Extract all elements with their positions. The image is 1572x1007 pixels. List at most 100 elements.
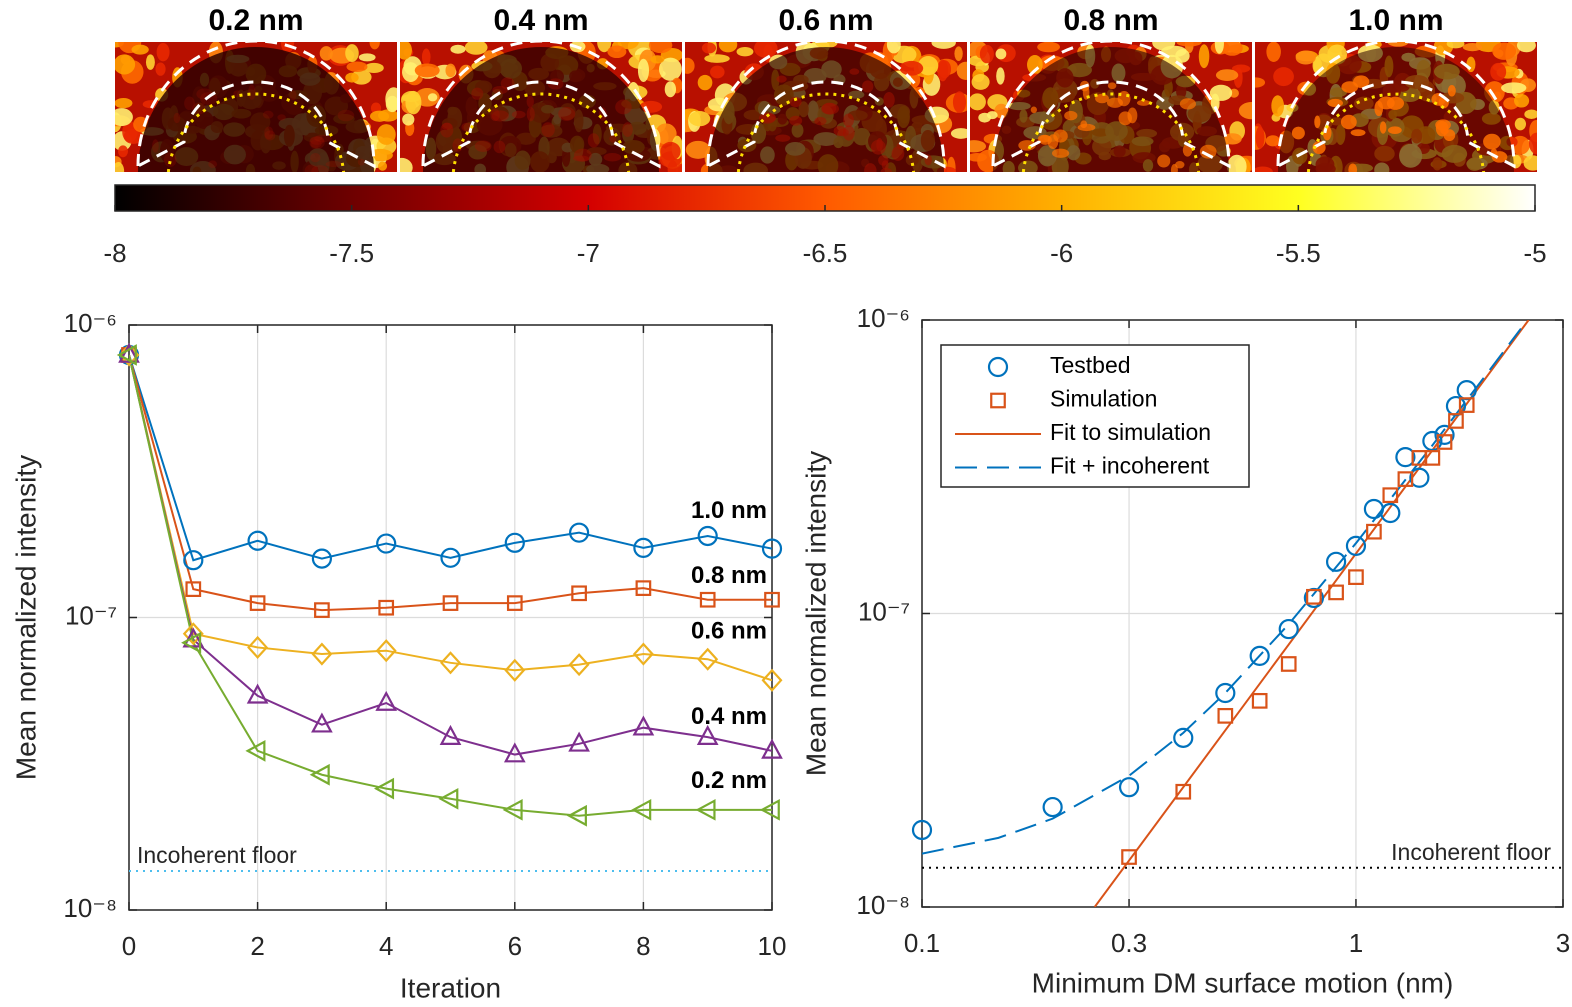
speckle [689, 111, 710, 126]
speckle [402, 94, 421, 102]
image-panel [675, 36, 975, 180]
y-tick-label: 10⁻⁷ [858, 596, 910, 626]
speckle [1256, 126, 1265, 149]
speckle [132, 45, 149, 55]
speckle [386, 96, 399, 112]
marker [1307, 590, 1321, 604]
colorbar-tick-label: -5.5 [1276, 238, 1321, 268]
speckle [638, 59, 649, 82]
speckle [1466, 57, 1475, 73]
speckle [754, 39, 778, 58]
speckle [263, 111, 274, 119]
speckle [1387, 97, 1404, 110]
colorbar-tick-label: -6.5 [803, 238, 848, 268]
speckle [969, 93, 986, 110]
series-label: 0.2 nm [691, 767, 767, 794]
speckle [174, 113, 181, 123]
speckle [996, 49, 1007, 60]
speckle [345, 73, 358, 83]
speckle [1176, 38, 1201, 47]
speckle [264, 127, 273, 140]
x-axis-label: Iteration [400, 972, 501, 1003]
speckle [1501, 82, 1526, 93]
speckle [876, 138, 883, 151]
series-label: 0.4 nm [691, 703, 767, 730]
speckle [702, 42, 716, 53]
image-panel [390, 32, 687, 180]
series-line [129, 355, 772, 680]
speckle [1271, 95, 1284, 116]
speckle [665, 81, 676, 97]
series-line [129, 355, 772, 560]
x-tick-label: 4 [379, 931, 393, 961]
speckle [345, 44, 359, 62]
y-tick-label: 10⁻⁶ [64, 308, 117, 338]
speckle [1341, 115, 1357, 129]
colorbar-tick-label: -7.5 [329, 238, 374, 268]
speckle [277, 114, 285, 120]
speckle [996, 67, 1005, 84]
speckle [290, 90, 297, 100]
y-axis-label: Mean normalized intensity [10, 455, 41, 780]
panel-title: 0.6 nm [778, 4, 873, 37]
speckle [1222, 40, 1243, 56]
speckle [152, 139, 159, 153]
speckle [1266, 135, 1280, 146]
floor-label: Incoherent floor [1391, 839, 1551, 865]
legend-label: Fit to simulation [1050, 419, 1211, 445]
speckle [954, 46, 962, 61]
speckle [882, 160, 889, 170]
speckle [843, 113, 854, 127]
speckle [1492, 42, 1516, 59]
series-label: 0.6 nm [691, 618, 767, 645]
speckle [1529, 133, 1544, 155]
speckle [1273, 67, 1294, 86]
speckle [377, 124, 396, 145]
speckle [378, 162, 387, 171]
speckle [326, 161, 343, 167]
speckle [1517, 38, 1536, 52]
image-strip [685, 172, 967, 180]
speckle [1108, 82, 1117, 89]
speckle [1216, 69, 1238, 81]
speckle [402, 113, 414, 125]
speckle [938, 60, 951, 78]
series-line [129, 355, 772, 816]
x-tick-label: 3 [1556, 928, 1570, 958]
y-tick-label: 10⁻⁸ [63, 893, 117, 923]
speckle [622, 122, 633, 137]
marker [1365, 500, 1383, 518]
speckle [680, 58, 695, 74]
speckle [1447, 39, 1465, 48]
speckle [311, 165, 329, 178]
speckle [320, 46, 333, 60]
speckle [471, 88, 483, 100]
speckle [838, 129, 849, 137]
speckle [978, 113, 991, 123]
x-tick-label: 0 [122, 931, 136, 961]
x-tick-label: 0.1 [904, 928, 940, 958]
image-strip [400, 172, 682, 180]
speckle [737, 47, 754, 56]
speckle [1328, 99, 1343, 107]
speckle [607, 46, 626, 58]
speckle [309, 137, 324, 149]
speckle [1490, 63, 1506, 81]
marker [1044, 798, 1062, 816]
marker [1458, 381, 1476, 399]
speckle [649, 37, 672, 53]
speckle [900, 61, 924, 76]
speckle [1524, 155, 1543, 170]
panel-title: 0.4 nm [493, 4, 588, 37]
speckle [931, 37, 955, 49]
y-axis-label: Mean normalized intensity [800, 451, 831, 776]
speckle [1380, 121, 1387, 133]
speckle [887, 36, 901, 53]
colorbar-tick-label: -5 [1523, 238, 1546, 268]
speckle [1199, 44, 1210, 68]
speckle [465, 40, 488, 55]
speckle [450, 45, 465, 54]
image-panel [105, 31, 402, 181]
y-tick-label: 10⁻⁸ [856, 890, 910, 920]
colorbar-tick-label: -8 [103, 238, 126, 268]
